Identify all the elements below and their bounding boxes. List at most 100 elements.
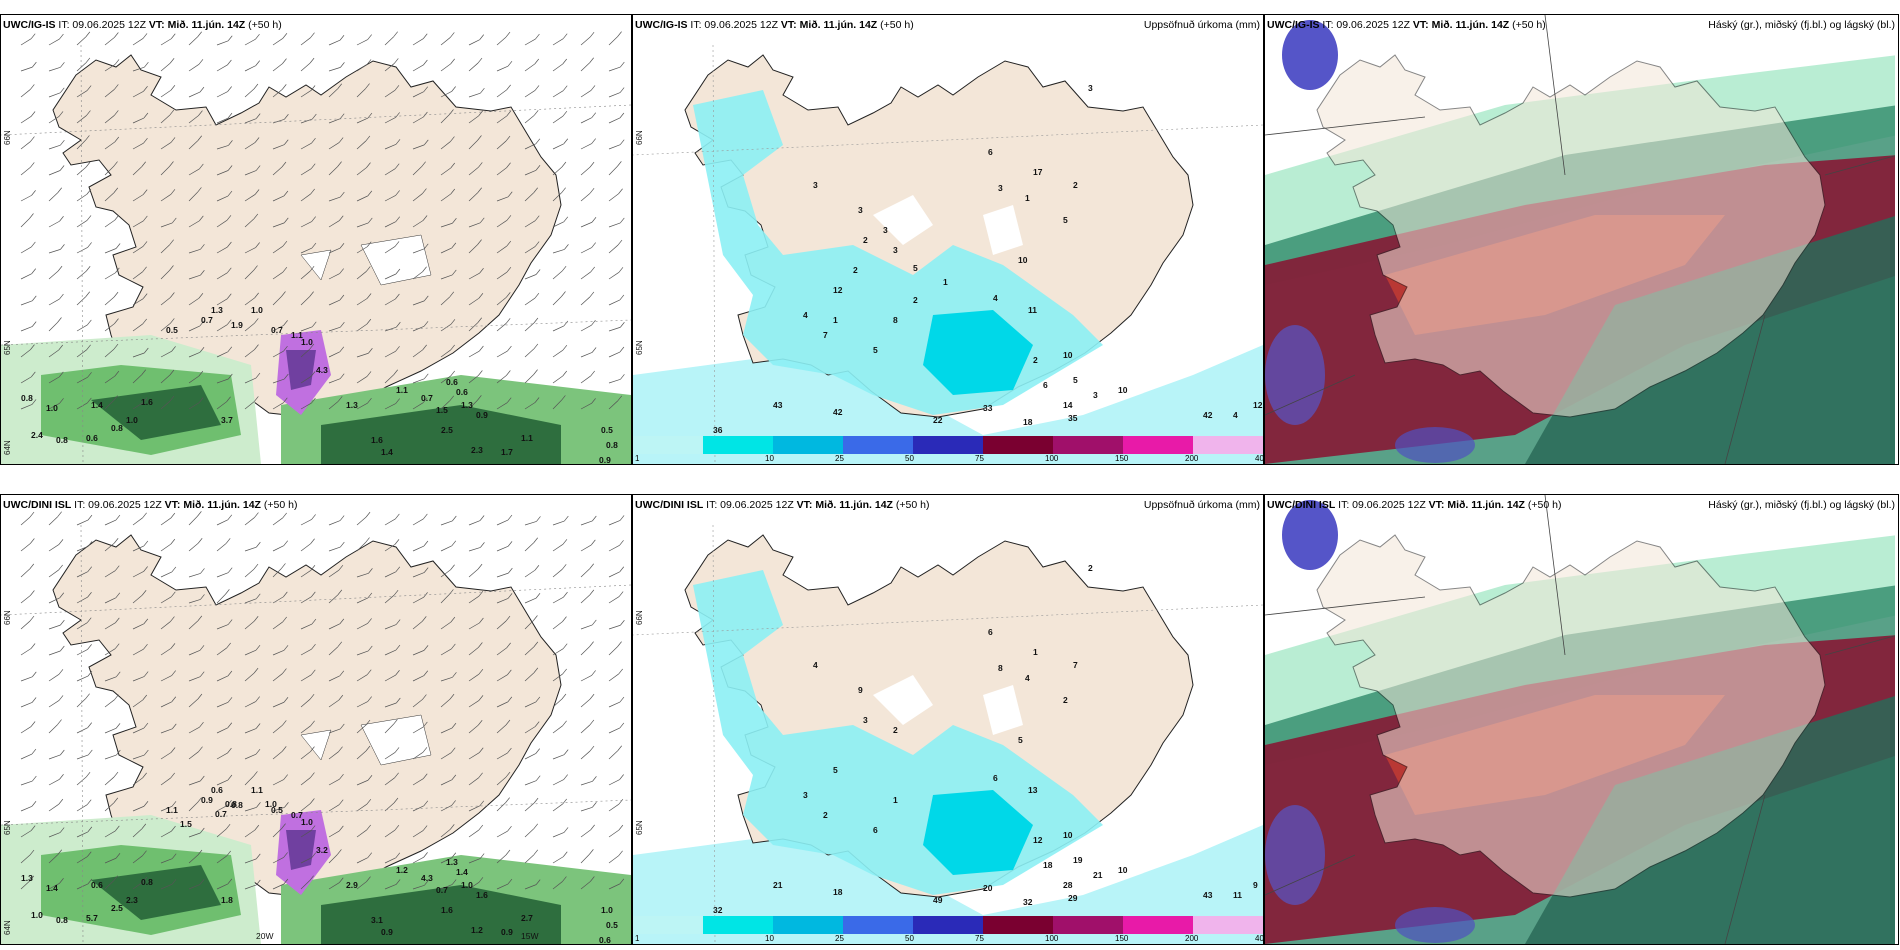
map-value-label: 3 <box>893 245 898 255</box>
panel-accum-precip-dini: UWC/DINI ISL IT: 09.06.2025 12Z VT: Mið.… <box>632 494 1264 945</box>
map-value-label: 21 <box>1093 870 1103 880</box>
map-value-label: 1.2 <box>396 865 408 875</box>
map-value-label: 35 <box>1068 413 1078 423</box>
map-value-label: 2 <box>823 810 828 820</box>
map-value-label: 1 <box>1033 647 1038 657</box>
map-value-label: 1 <box>1025 193 1030 203</box>
map-value-label: 0.9 <box>381 927 393 937</box>
colorbar-swatch <box>773 916 844 934</box>
colorbar: 1 10 25 50 75 100 150 200 400 <box>633 436 1263 464</box>
map-value-label: 3 <box>858 205 863 215</box>
map-value-label: 1.6 <box>476 890 488 900</box>
map-value-label: 6 <box>988 147 993 157</box>
colorbar-swatch <box>843 436 914 454</box>
map-value-label: 0.9 <box>599 455 611 465</box>
map-value-label: 4 <box>813 660 818 670</box>
map-value-label: 0.8 <box>21 393 33 403</box>
map-svg <box>1265 495 1895 944</box>
iceland-landmass <box>52 534 562 898</box>
map-value-label: 0.7 <box>201 315 213 325</box>
map-value-label: 43 <box>1203 890 1213 900</box>
map-svg <box>633 495 1263 944</box>
map-value-label: 13 <box>1028 785 1038 795</box>
map-value-label: 0.9 <box>476 410 488 420</box>
map-value-label: 5 <box>873 345 878 355</box>
colorbar-tick: 400 <box>1255 454 1264 463</box>
map-value-label: 1.6 <box>441 905 453 915</box>
panel-header: UWC/DINI ISL IT: 09.06.2025 12Z VT: Mið.… <box>635 499 930 511</box>
map-value-label: 10 <box>1118 865 1128 875</box>
map-value-label: 1.0 <box>461 880 473 890</box>
longitude-label: 20W <box>256 931 274 941</box>
map-value-label: 36 <box>713 425 723 435</box>
map-value-label: 10 <box>1063 350 1073 360</box>
map-value-label: 32 <box>1023 897 1033 907</box>
map-value-label: 22 <box>933 415 943 425</box>
map-svg <box>1 495 631 944</box>
map-value-label: 1.0 <box>265 799 277 809</box>
latitude-label: 65N <box>635 340 644 355</box>
map-value-label: 0.8 <box>111 423 123 433</box>
map-value-label: 1.0 <box>126 415 138 425</box>
colorbar-swatch <box>983 916 1054 934</box>
panel-clouds-igis: UWC/IG-IS IT: 09.06.2025 12Z VT: Mið. 11… <box>1264 14 1899 465</box>
colorbar-swatch <box>843 916 914 934</box>
map-value-label: 0.7 <box>421 393 433 403</box>
map-value-label: 2 <box>1033 355 1038 365</box>
iceland-landmass <box>1316 54 1826 418</box>
map-value-label: 3 <box>1093 390 1098 400</box>
map-value-label: 49 <box>933 895 943 905</box>
map-value-label: 1.1 <box>291 330 303 340</box>
map-value-label: 0.8 <box>231 800 243 810</box>
map-value-label: 2.5 <box>441 425 453 435</box>
colorbar-swatch <box>1193 436 1263 454</box>
map-value-label: 0.6 <box>456 387 468 397</box>
map-value-label: 28 <box>1063 880 1073 890</box>
iceland-landmass <box>52 54 562 418</box>
longitude-label: 15W <box>521 931 539 941</box>
colorbar-tick: 400 <box>1255 934 1264 943</box>
panel-header: UWC/DINI ISL IT: 09.06.2025 12Z VT: Mið.… <box>3 499 298 511</box>
iceland-landmass <box>1316 534 1826 898</box>
map-value-label: 2.7 <box>521 913 533 923</box>
map-value-label: 0.7 <box>291 810 303 820</box>
map-svg <box>1 15 631 464</box>
map-value-label: 0.8 <box>141 877 153 887</box>
map-value-label: 4 <box>993 293 998 303</box>
map-value-label: 42 <box>1203 410 1213 420</box>
map-value-label: 0.7 <box>271 325 283 335</box>
map-value-label: 5 <box>1018 735 1023 745</box>
map-value-label: 7 <box>1073 660 1078 670</box>
map-value-label: 0.8 <box>606 440 618 450</box>
colorbar-tick: 1 <box>635 934 640 943</box>
map-svg <box>633 15 1263 464</box>
map-value-label: 3.2 <box>316 845 328 855</box>
colorbar-swatch <box>633 916 704 934</box>
panel-title: Uppsöfnuð úrkoma (mm) <box>1143 499 1260 511</box>
map-value-label: 3 <box>863 715 868 725</box>
panel-wind-precip-igis: UWC/IG-IS IT: 09.06.2025 12Z VT: Mið. 11… <box>0 14 632 465</box>
map-value-label: 9 <box>1253 880 1258 890</box>
map-value-label: 1.4 <box>456 867 468 877</box>
map-value-label: 2.9 <box>346 880 358 890</box>
latitude-label: 66N <box>635 130 644 145</box>
colorbar-swatch <box>1053 436 1124 454</box>
map-value-label: 1.1 <box>396 385 408 395</box>
map-value-label: 3 <box>998 183 1003 193</box>
colorbar-tick: 100 <box>1045 934 1059 943</box>
panel-header: UWC/IG-IS IT: 09.06.2025 12Z VT: Mið. 11… <box>635 19 914 31</box>
map-value-label: 2 <box>913 295 918 305</box>
map-value-label: 0.8 <box>56 915 68 925</box>
map-value-label: 21 <box>773 880 783 890</box>
map-value-label: 7 <box>823 330 828 340</box>
map-value-label: 4.3 <box>421 873 433 883</box>
map-value-label: 1.6 <box>371 435 383 445</box>
colorbar-tick: 1 <box>635 454 640 463</box>
panel-accum-precip-igis: UWC/IG-IS IT: 09.06.2025 12Z VT: Mið. 11… <box>632 14 1264 465</box>
colorbar-tick: 75 <box>975 454 984 463</box>
latitude-label: 66N <box>635 610 644 625</box>
map-value-label: 1.5 <box>436 405 448 415</box>
map-value-label: 3 <box>813 180 818 190</box>
map-value-label: 1.5 <box>180 819 192 829</box>
map-value-label: 0.8 <box>225 799 237 809</box>
